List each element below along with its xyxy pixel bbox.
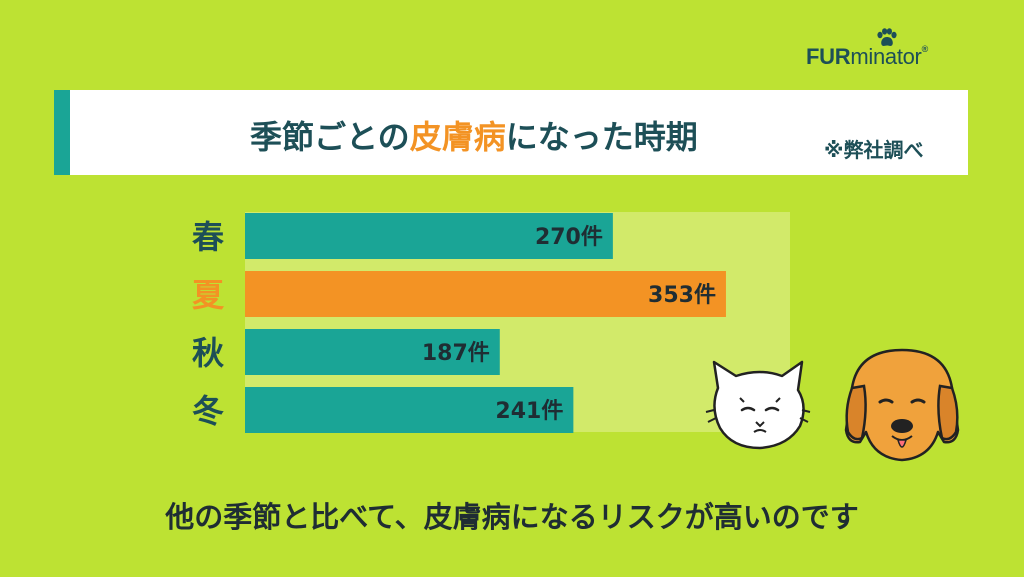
category-label: 春 <box>192 218 224 256</box>
value-label: 270件 <box>535 225 603 250</box>
title-highlight: 皮膚病 <box>409 118 506 156</box>
category-label: 秋 <box>192 334 224 372</box>
value-label: 353件 <box>648 283 716 308</box>
bar <box>245 213 613 259</box>
source-note: ※弊社調べ <box>824 138 924 162</box>
pet-illustrations <box>705 348 960 462</box>
cat-illustration <box>705 360 811 450</box>
brand-logo: FURminator® <box>806 28 986 72</box>
title-banner: 季節ごとの皮膚病になった時期 ※弊社調べ <box>54 90 968 175</box>
value-label: 241件 <box>495 399 563 424</box>
category-label: 夏 <box>192 276 225 314</box>
bar <box>245 387 574 433</box>
logo-text: FURminator® <box>806 44 928 69</box>
category-label: 冬 <box>192 392 224 430</box>
caption-text: 他の季節と比べて、皮膚病になるリスクが高いのです <box>165 500 859 534</box>
paw-icon <box>877 28 897 46</box>
dog-illustration <box>844 348 960 462</box>
bar <box>245 329 500 375</box>
bar <box>245 271 726 317</box>
value-label: 187件 <box>422 341 490 366</box>
title-accent-stripe <box>54 90 70 175</box>
page-title: 季節ごとの皮膚病になった時期 <box>250 118 698 156</box>
